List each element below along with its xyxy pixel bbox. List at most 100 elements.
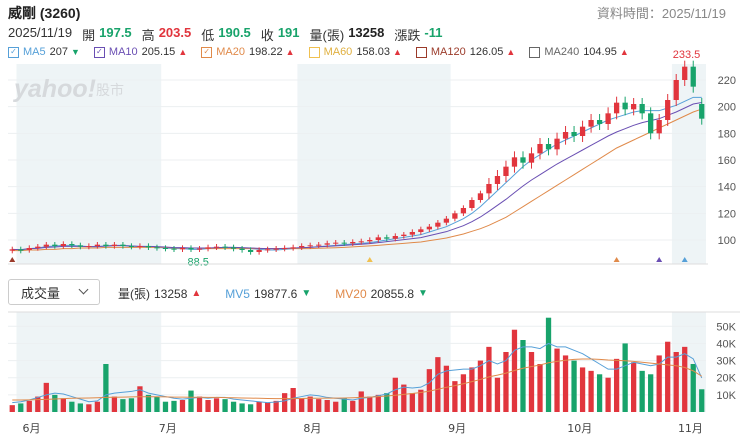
- candle-body: [171, 248, 177, 250]
- volume-bar: [554, 348, 560, 412]
- ma-toggle-ma120[interactable]: MA120 126.05 ▲: [415, 46, 516, 58]
- candle-body: [196, 248, 203, 250]
- down-arrow-icon: ▼: [301, 288, 312, 299]
- volume-bar: [682, 346, 688, 412]
- ma-value: 198.22: [248, 46, 283, 58]
- candle-body: [673, 80, 679, 100]
- candle-body: [103, 244, 109, 246]
- candle-body: [60, 244, 66, 246]
- volume-bar: [154, 396, 160, 412]
- price-tick-label: 120: [718, 208, 736, 220]
- price-tick-label: 200: [718, 102, 736, 114]
- change-label: 漲跌: [394, 28, 421, 43]
- volume-bar: [613, 358, 620, 412]
- volume-bar: [358, 391, 364, 412]
- volume-bar: [162, 401, 169, 412]
- candle-body: [120, 244, 126, 246]
- ma-toggle-ma5[interactable]: ✓ MA5 207 ▼: [8, 46, 80, 58]
- mv5-line: [12, 342, 703, 404]
- candle-body: [162, 248, 169, 249]
- low-value: 190.5: [218, 25, 251, 40]
- volume-bar: [290, 388, 296, 412]
- down-arrow-icon: ▼: [70, 47, 80, 57]
- volume-bar: [477, 360, 484, 412]
- volume-bar: [179, 400, 186, 412]
- volume-bar: [673, 352, 679, 412]
- candle-body: [639, 104, 645, 114]
- candle-body: [426, 226, 432, 230]
- ma-value: 207: [49, 46, 68, 58]
- candle-body: [69, 244, 75, 246]
- candle-body: [579, 126, 586, 136]
- volume-bar: [43, 382, 49, 412]
- volume-bars: [9, 317, 705, 412]
- mv5-legend-item: MV5 19877.6 ▼: [225, 285, 311, 302]
- volume-bar: [239, 403, 245, 412]
- volume-bar: [341, 398, 347, 412]
- volume-bar: [230, 401, 237, 412]
- candle-body: [690, 66, 696, 87]
- watermark: yahoo! 股市: [12, 75, 124, 103]
- candle-body: [188, 248, 194, 250]
- candle-body: [316, 244, 322, 246]
- candle-body: [699, 104, 705, 119]
- month-label: 11月: [678, 422, 703, 435]
- up-arrow-icon: ▲: [506, 47, 516, 57]
- candle-body: [562, 132, 569, 139]
- mv5-value: 19877.6: [253, 286, 298, 301]
- checkbox-icon[interactable]: ✓: [93, 46, 105, 58]
- month-axis: 6月 7月 8月 9月 10月 11月: [23, 422, 703, 435]
- ma-value: 104.95: [583, 46, 617, 58]
- volume-bar: [120, 399, 126, 412]
- candle-body: [94, 244, 101, 246]
- price-tick-label: 100: [718, 235, 736, 247]
- checkbox-icon[interactable]: [308, 46, 320, 58]
- month-label: 7月: [159, 422, 177, 435]
- volume-bar: [656, 355, 662, 412]
- checkbox-icon[interactable]: [415, 46, 427, 58]
- volume-bar: [631, 362, 637, 412]
- checkbox-icon[interactable]: ✓: [201, 46, 213, 58]
- ma-toggle-ma10[interactable]: ✓ MA10 205.15 ▲: [93, 46, 187, 58]
- candle-body: [111, 244, 118, 246]
- volume-bar: [435, 357, 441, 412]
- checkbox-icon[interactable]: [529, 46, 541, 58]
- candle-body: [239, 248, 245, 250]
- vol-value: 13258: [154, 286, 188, 301]
- volume-bar: [426, 369, 432, 412]
- volume-bar: [605, 377, 611, 412]
- candle-body: [264, 249, 271, 251]
- up-arrow-icon: ▲: [191, 288, 202, 299]
- candle-body: [486, 184, 492, 194]
- checkbox-icon[interactable]: ✓: [8, 46, 19, 58]
- candle-body: [401, 234, 407, 236]
- candle-body: [596, 120, 603, 124]
- volume-bar: [596, 374, 603, 412]
- indicator-select[interactable]: 成交量: [8, 279, 100, 305]
- low-label: 低: [201, 28, 215, 43]
- volume-bar: [137, 386, 143, 412]
- price-tick-label: 220: [718, 75, 736, 87]
- volume-bar: [401, 384, 407, 412]
- ma-toggle-ma20[interactable]: ✓ MA20 198.22 ▲: [201, 46, 295, 58]
- max-price-label: 233.5: [673, 49, 701, 61]
- volume-bar: [171, 400, 177, 412]
- volume-bar: [384, 393, 390, 412]
- ma-line-ma10: [12, 102, 702, 251]
- quote-date: 2025/11/19: [8, 25, 73, 40]
- mv20-label: MV20: [335, 286, 367, 301]
- volume-bar: [571, 360, 577, 412]
- candle-body: [682, 66, 688, 80]
- ma-toggle-ma60[interactable]: MA60 158.03 ▲: [308, 46, 402, 58]
- volume-bar: [469, 367, 475, 412]
- candle-body: [494, 176, 501, 184]
- volume-bar: [205, 400, 211, 412]
- volume-bar: [196, 396, 203, 412]
- ma-toggle-ma240[interactable]: MA240 104.95 ▲: [529, 46, 629, 58]
- volume-bar: [579, 367, 586, 412]
- ma-lines: [12, 96, 702, 252]
- volume-bar: [452, 381, 458, 412]
- candle-body: [333, 242, 339, 244]
- volume-bar: [528, 352, 535, 412]
